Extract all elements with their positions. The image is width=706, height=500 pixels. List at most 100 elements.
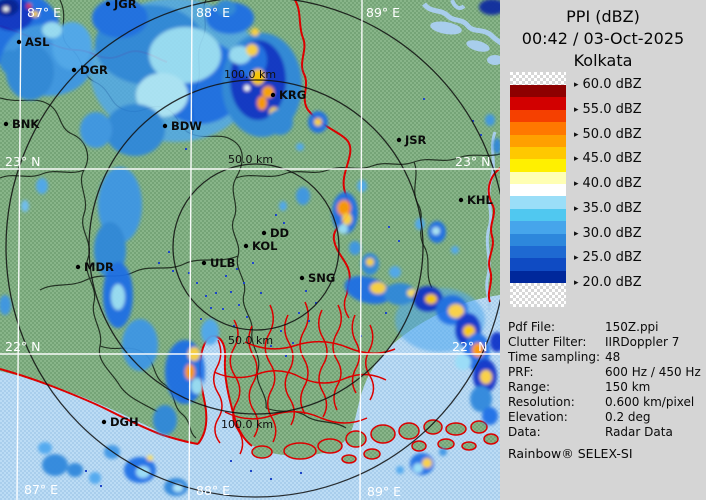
- panel-header: PPI (dBZ) 00:42 / 03-Oct-2025 Kolkata: [500, 6, 706, 72]
- scale-tick-label: ▸ 20.0 dBZ: [574, 275, 642, 290]
- city-marker-ULB: ULB: [201, 256, 235, 270]
- scale-band: [510, 85, 566, 98]
- metadata-value: IIRDoppler 7: [605, 335, 680, 349]
- scale-tick-label: ▸ 25.0 dBZ: [574, 250, 642, 265]
- city-dot-icon: [299, 275, 305, 281]
- scale-band-checker-bottom: [510, 283, 566, 307]
- tick-value: 35.0 dBZ: [582, 200, 642, 216]
- city-marker-SNG: SNG: [299, 271, 335, 285]
- graticule-lines: [0, 0, 500, 500]
- city-marker-JSR: JSR: [396, 133, 427, 147]
- city-label: BNK: [12, 117, 40, 131]
- scale-band: [510, 233, 566, 247]
- tick-arrow-icon: ▸: [574, 154, 579, 165]
- tick-value: 40.0 dBZ: [582, 176, 642, 191]
- city-dot-icon: [3, 121, 9, 127]
- scale-tick-label: ▸ 30.0 dBZ: [574, 226, 642, 241]
- map-labels-layer: 100.0 km 50.0 km 50.0 km 100.0 km JGR ASL DGR K…: [3, 0, 494, 499]
- scale-band: [510, 159, 566, 173]
- city-label: KRG: [279, 88, 306, 102]
- range-ring-label: 100.0 km: [224, 68, 276, 81]
- scale-band: [510, 134, 566, 148]
- scale-band: [510, 221, 566, 235]
- graticule-label: 23° N: [455, 154, 490, 169]
- graticule-label: 22° N: [5, 339, 40, 354]
- metadata-row: Resolution: 0.600 km/pixel: [508, 395, 704, 410]
- city-dot-icon: [201, 260, 207, 266]
- tick-value: 30.0 dBZ: [582, 225, 642, 241]
- scale-tick-label: ▸ 60.0 dBZ: [574, 77, 642, 92]
- city-marker-JGR: JGR: [105, 0, 137, 11]
- coastal-islands: [251, 419, 499, 464]
- scale-band: [510, 109, 566, 123]
- city-marker-KRG: KRG: [270, 88, 306, 102]
- graticule-label: 88° E: [196, 5, 230, 20]
- city-label: JSR: [404, 133, 427, 147]
- city-dot-icon: [101, 419, 107, 425]
- city-label: KHL: [467, 193, 494, 207]
- precipitation-echoes: [0, 0, 500, 496]
- scale-tick-label: ▸ 50.0 dBZ: [574, 127, 642, 142]
- city-marker-KOL: KOL: [243, 239, 278, 253]
- city-marker-DGH: DGH: [101, 415, 139, 429]
- scale-band: [510, 184, 566, 197]
- city-dot-icon: [261, 230, 267, 236]
- metadata-row: PRF: 600 Hz / 450 Hz: [508, 365, 704, 380]
- graticule-label: 89° E: [366, 5, 400, 20]
- tick-value: 60.0 dBZ: [582, 77, 642, 92]
- scale-tick-label: ▸ 55.0 dBZ: [574, 102, 642, 117]
- tick-value: 25.0 dBZ: [582, 250, 642, 266]
- scale-band: [510, 245, 566, 259]
- tick-value: 50.0 dBZ: [582, 126, 642, 142]
- city-label: DD: [270, 226, 289, 240]
- tick-arrow-icon: ▸: [574, 104, 579, 115]
- city-dot-icon: [71, 67, 77, 73]
- graticule-label: 87° E: [24, 482, 58, 497]
- river-patches: [430, 21, 500, 65]
- city-label: MDR: [84, 260, 114, 274]
- metadata-row: Data: Radar Data: [508, 425, 704, 440]
- tick-arrow-icon: ▸: [574, 179, 579, 189]
- scale-tick-label: ▸ 45.0 dBZ: [574, 151, 642, 166]
- tick-arrow-icon: ▸: [574, 253, 579, 264]
- scale-band: [510, 146, 566, 160]
- metadata-row: Elevation: 0.2 deg: [508, 410, 704, 425]
- metadata-row: Clutter Filter: IIRDoppler 7: [508, 335, 704, 350]
- city-marker-DGR: DGR: [71, 63, 108, 77]
- scale-band: [510, 171, 566, 185]
- city-label: BDW: [171, 119, 202, 133]
- product-title: PPI (dBZ): [566, 7, 640, 26]
- tick-arrow-icon: ▸: [574, 80, 579, 90]
- city-dot-icon: [270, 92, 276, 98]
- scale-band-checker-top: [510, 72, 566, 85]
- tick-arrow-icon: ▸: [574, 278, 579, 288]
- city-dot-icon: [162, 123, 168, 129]
- tick-arrow-icon: ▸: [574, 228, 579, 239]
- software-brand: Rainbow® SELEX-SI: [508, 446, 633, 461]
- tick-value: 55.0 dBZ: [582, 101, 642, 117]
- city-dot-icon: [75, 264, 81, 270]
- tick-arrow-icon: ▸: [574, 203, 579, 214]
- scale-band: [510, 208, 566, 222]
- graticule-label: 87° E: [27, 5, 61, 20]
- info-panel: PPI (dBZ) 00:42 / 03-Oct-2025 Kolkata ▸ 6…: [500, 0, 706, 500]
- metadata-table: Pdf File: 150Z.ppi Clutter Filter: IIRDoppl…: [508, 320, 704, 440]
- city-marker-ASL: ASL: [16, 35, 50, 49]
- metadata-label: Data:: [508, 425, 541, 439]
- city-marker-MDR: MDR: [75, 260, 114, 274]
- metadata-value: 0.2 deg: [605, 410, 651, 424]
- graticule-label: 88° E: [196, 483, 230, 498]
- city-dot-icon: [105, 1, 111, 7]
- metadata-value: 150 km: [605, 380, 651, 394]
- scale-band: [510, 97, 566, 111]
- metadata-label: Elevation:: [508, 410, 568, 424]
- radar-map-view: 100.0 km 50.0 km 50.0 km 100.0 km JGR ASL DGR K…: [0, 0, 500, 500]
- city-marker-KHL: KHL: [458, 193, 494, 207]
- city-label: DGH: [110, 415, 139, 429]
- rivers: [422, 0, 500, 311]
- metadata-value: 150Z.ppi: [605, 320, 659, 334]
- metadata-value: 600 Hz / 450 Hz: [605, 365, 701, 379]
- tick-value: 20.0 dBZ: [582, 275, 642, 290]
- metadata-label: Clutter Filter:: [508, 335, 587, 349]
